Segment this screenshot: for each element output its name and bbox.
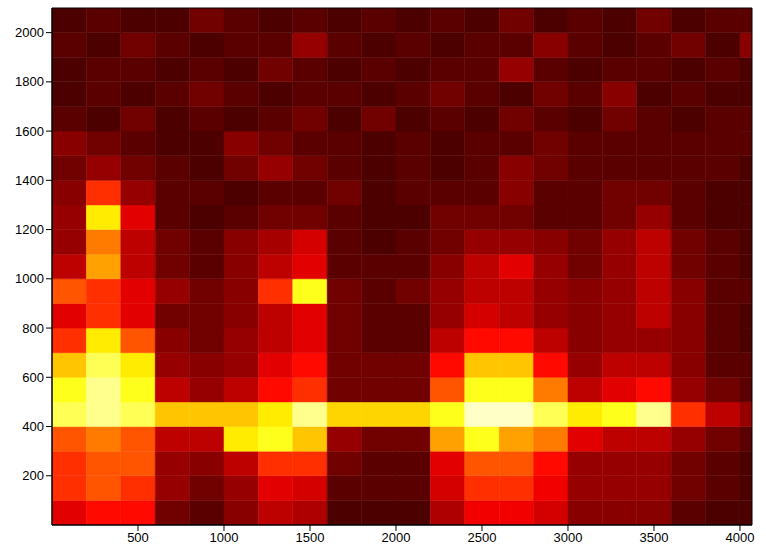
svg-text:2000: 2000 bbox=[15, 25, 44, 40]
svg-text:2000: 2000 bbox=[382, 530, 411, 545]
svg-text:1500: 1500 bbox=[296, 530, 325, 545]
svg-text:1200: 1200 bbox=[15, 222, 44, 237]
svg-text:4000: 4000 bbox=[725, 530, 754, 545]
svg-text:1800: 1800 bbox=[15, 74, 44, 89]
svg-text:800: 800 bbox=[22, 321, 44, 336]
svg-text:500: 500 bbox=[127, 530, 149, 545]
svg-text:400: 400 bbox=[22, 419, 44, 434]
svg-text:2500: 2500 bbox=[468, 530, 497, 545]
svg-text:3000: 3000 bbox=[554, 530, 583, 545]
svg-text:200: 200 bbox=[22, 468, 44, 483]
svg-text:3500: 3500 bbox=[640, 530, 669, 545]
svg-text:1600: 1600 bbox=[15, 124, 44, 139]
svg-text:1400: 1400 bbox=[15, 173, 44, 188]
svg-text:600: 600 bbox=[22, 370, 44, 385]
svg-text:1000: 1000 bbox=[15, 271, 44, 286]
svg-text:1000: 1000 bbox=[210, 530, 239, 545]
